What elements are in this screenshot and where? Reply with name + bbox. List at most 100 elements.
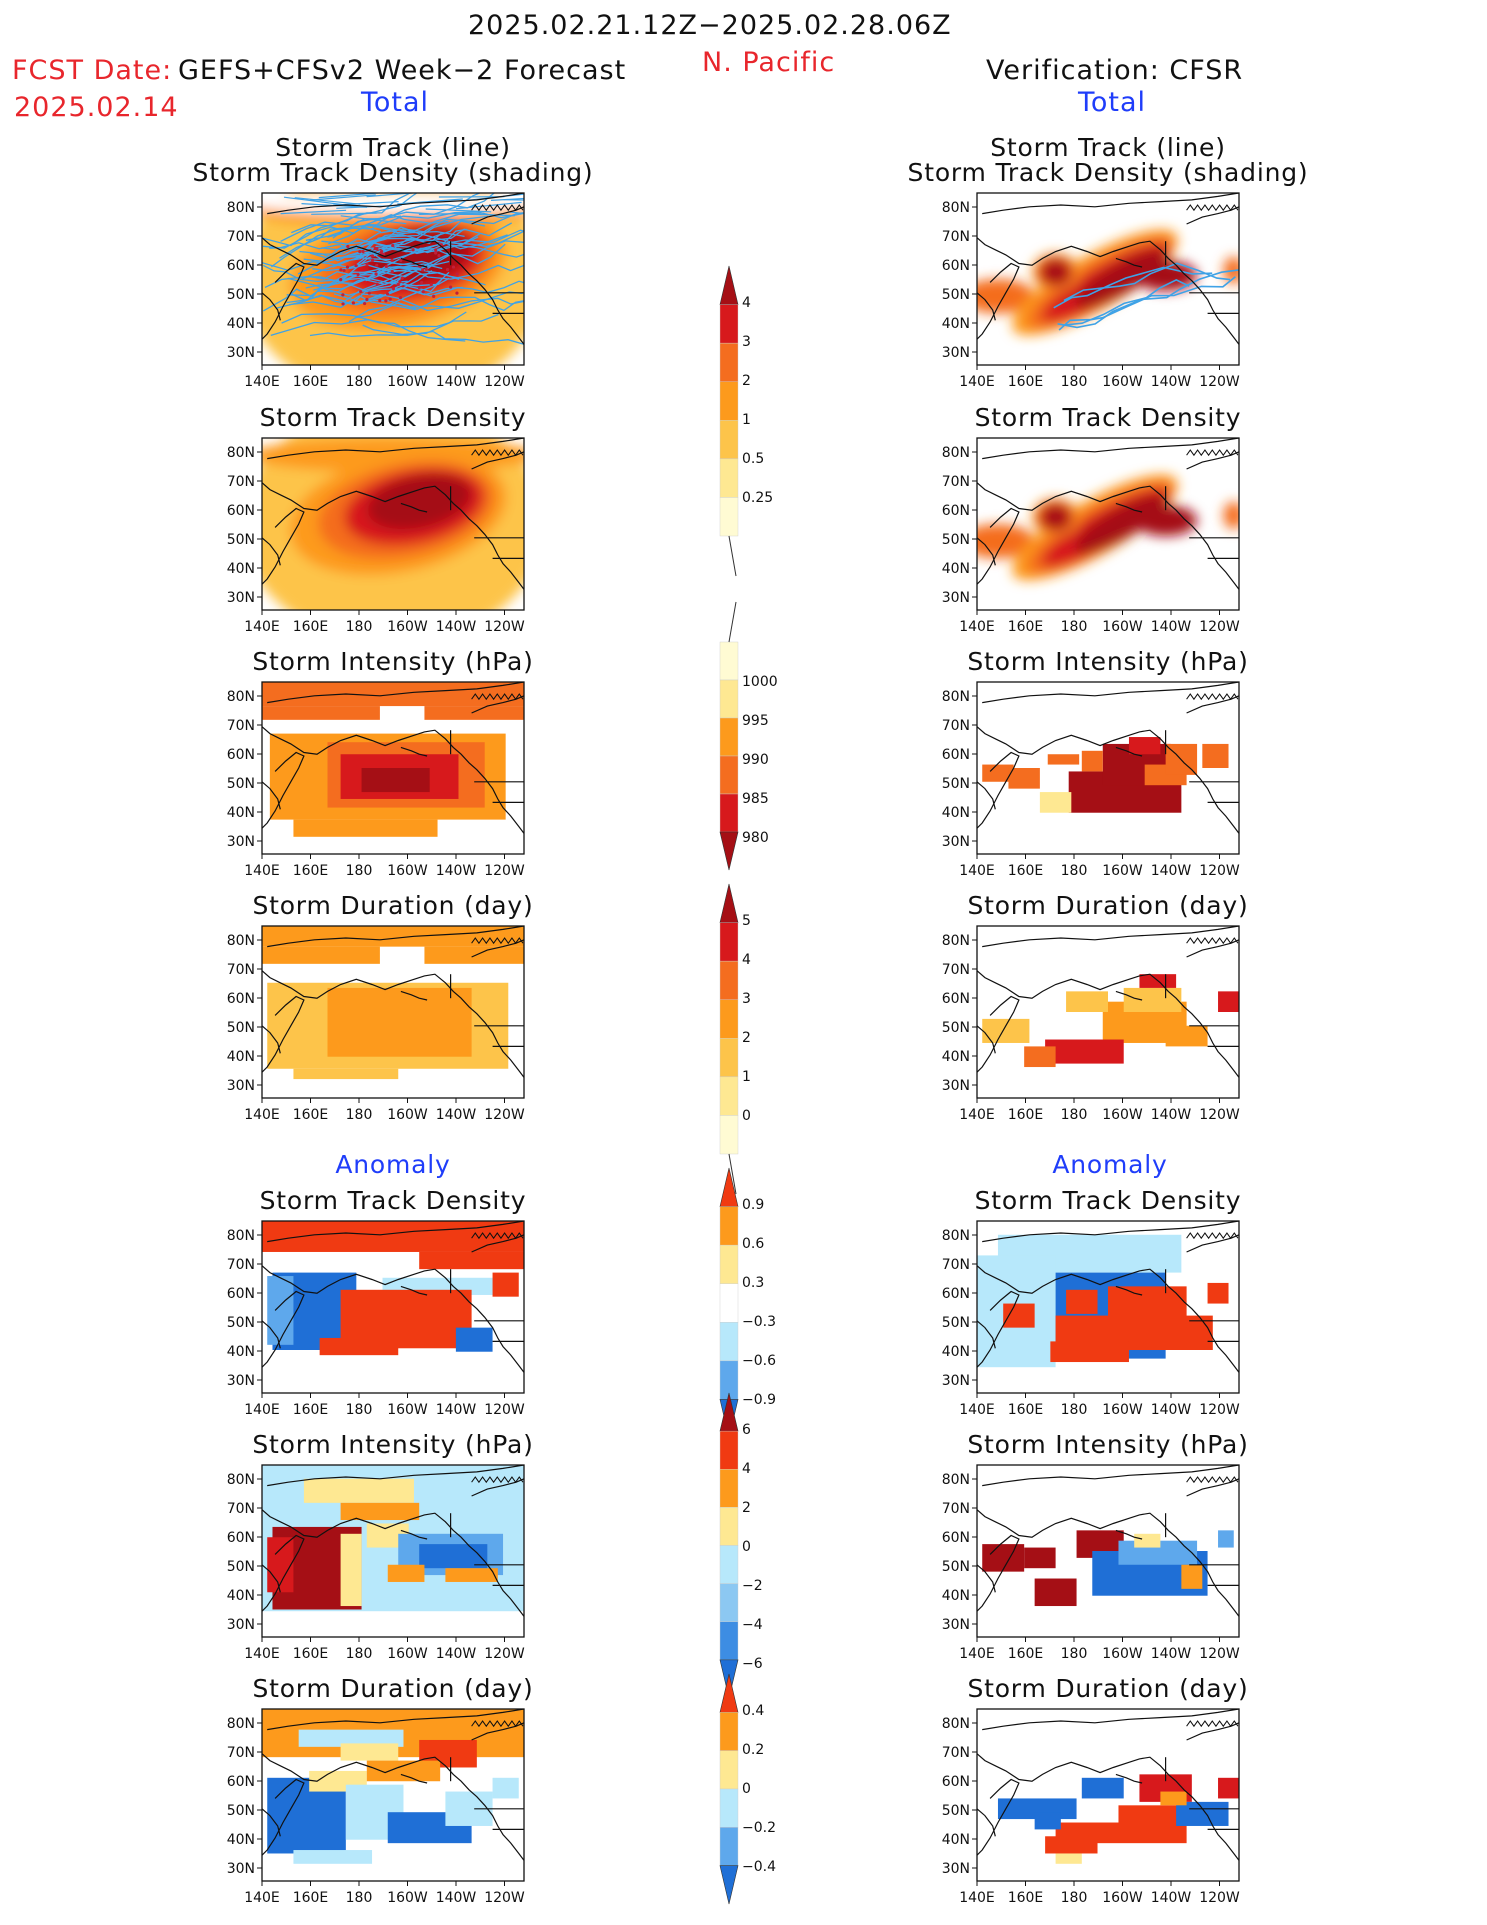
colorbar-segment — [719, 1206, 739, 1246]
coastline-layer — [977, 1709, 1239, 1861]
grid-cell — [1039, 792, 1072, 813]
density-blob — [367, 474, 471, 530]
panel-title: Storm Duration (day) — [252, 891, 533, 920]
lat-tick-label: 70N — [942, 474, 970, 490]
shading-layer — [262, 1221, 524, 1393]
coastline — [982, 682, 1239, 704]
genesis-dot — [449, 285, 453, 289]
lon-tick-label: 160W — [1102, 1402, 1143, 1418]
grid-cell — [319, 1337, 399, 1356]
panel-title: Storm Intensity (hPa) — [252, 647, 533, 676]
grid-cell — [419, 1544, 488, 1569]
arctic-coastline — [471, 1720, 524, 1728]
lat-tick-label: 80N — [942, 1228, 970, 1244]
genesis-dot — [411, 248, 415, 252]
coastline — [977, 1753, 1239, 1861]
lon-tick-label: 180 — [1061, 1107, 1088, 1123]
colorbar-label: 0.25 — [742, 490, 773, 506]
storm-track-line — [316, 232, 442, 255]
lon-tick-label: 180 — [346, 374, 373, 390]
lat-tick-label: 40N — [942, 1049, 970, 1065]
colorbar-label: −0.3 — [742, 1314, 776, 1330]
grid-cell — [353, 998, 433, 1037]
lat-tick-label: 40N — [227, 1344, 255, 1360]
lon-tick-label: 180 — [346, 619, 373, 635]
panel-title: Storm Track Density — [260, 403, 527, 432]
coastline-layer — [977, 438, 1239, 590]
coastline — [1115, 746, 1143, 757]
lon-tick-label: 140W — [1151, 1646, 1192, 1662]
lon-tick-label: 120W — [484, 1107, 525, 1123]
coastline-layer — [977, 1465, 1239, 1617]
coastline — [262, 1290, 305, 1368]
storm-track-line — [279, 225, 416, 259]
forecast-total-heading: Total — [361, 87, 430, 118]
storm-track-lines — [1053, 262, 1239, 331]
shading-layer — [977, 1709, 1239, 1881]
lat-tick-label: 70N — [227, 229, 255, 245]
lat-tick-label: 80N — [227, 933, 255, 949]
storm-track-line — [311, 212, 377, 215]
grid-cell — [1045, 1039, 1124, 1064]
colorbar-label: 6 — [742, 1422, 751, 1438]
storm-track-line — [1064, 279, 1190, 326]
colorbar-label: 2 — [742, 373, 751, 389]
map-frame — [261, 437, 525, 611]
colorbar-label: −0.4 — [742, 1859, 776, 1875]
storm-track-line — [341, 222, 513, 281]
lat-tick-label: 40N — [942, 1588, 970, 1604]
coastline — [1186, 451, 1239, 470]
coastline — [267, 1465, 524, 1487]
lon-tick-label: 160E — [1008, 863, 1044, 879]
shading-layer — [262, 193, 524, 365]
lon-tick-label: 140E — [959, 1646, 995, 1662]
map-frame — [261, 1708, 525, 1882]
colorbar-segment — [719, 1322, 739, 1362]
lat-tick-label: 80N — [942, 1472, 970, 1488]
lat-tick-label: 60N — [227, 1286, 255, 1302]
lat-tick-label: 60N — [942, 503, 970, 519]
genesis-dot — [370, 258, 375, 262]
shading-layer — [977, 682, 1239, 854]
grid-cell — [1176, 1801, 1229, 1826]
lat-tick-label: 50N — [227, 1020, 255, 1036]
genesis-dot — [359, 289, 363, 294]
lat-tick-label: 80N — [942, 200, 970, 216]
lat-tick-label: 50N — [227, 776, 255, 792]
arctic-coastline — [471, 1476, 524, 1484]
storm-track-line — [283, 196, 350, 207]
grid-cell — [1055, 1853, 1082, 1864]
lat-tick-label: 40N — [942, 1344, 970, 1360]
colorbar-cb-duration: 5 4 3 2 1 0 — [719, 883, 751, 1195]
colorbar-segment — [719, 1507, 739, 1546]
storm-track-line — [262, 260, 422, 271]
lon-tick-label: 160E — [293, 619, 329, 635]
colorbar-label: 990 — [742, 752, 769, 768]
coastline — [977, 1778, 1020, 1856]
coastline — [262, 970, 524, 1078]
lat-tick-label: 60N — [942, 258, 970, 274]
colorbar-label: −0.2 — [742, 1820, 776, 1836]
map-frame — [261, 681, 525, 855]
map-frame — [976, 1220, 1240, 1394]
coastline — [977, 726, 1239, 834]
lat-tick-label: 30N — [942, 345, 970, 361]
colorbar-label: 1 — [742, 412, 751, 428]
verification-label: Verification: CFSR — [986, 55, 1244, 86]
lat-tick-label: 60N — [942, 1286, 970, 1302]
lat-tick-label: 60N — [227, 747, 255, 763]
storm-track-line — [262, 264, 443, 293]
lat-tick-label: 60N — [227, 991, 255, 1007]
lon-tick-label: 140W — [1151, 1402, 1192, 1418]
colorbar-segment — [719, 1469, 739, 1508]
map-panel-vf-duration: Storm Duration (day) 80N 70N 60N 50N 40N 30N 14… — [942, 891, 1248, 1123]
storm-track-line — [290, 268, 414, 302]
lon-tick-label: 140E — [959, 1402, 995, 1418]
lon-tick-label: 120W — [1199, 1402, 1240, 1418]
genesis-dot — [391, 243, 395, 248]
coastline-layer — [977, 193, 1239, 345]
shading-layer — [262, 682, 524, 854]
colorbar-segment — [719, 1545, 739, 1584]
colorbar-segment — [719, 960, 739, 1000]
